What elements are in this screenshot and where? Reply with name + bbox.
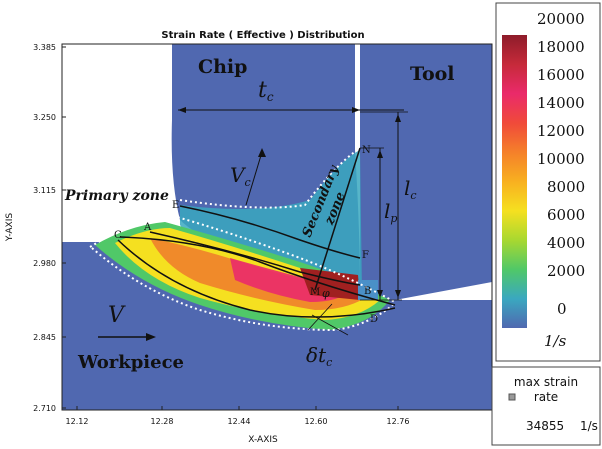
max-strain-unit: 1/s xyxy=(580,419,598,433)
chip-label: Chip xyxy=(198,56,247,78)
plot-title: Strain Rate ( Effective ) Distribution xyxy=(161,30,364,41)
x-axis-label: X-AXIS xyxy=(248,435,278,445)
y-tick-label: 2.845 xyxy=(33,333,56,342)
colorbar-label: 12000 xyxy=(537,122,585,140)
tc-symbol: tc xyxy=(258,78,274,104)
y-axis: 3.385 3.250 3.115 2.980 2.845 2.710 Y-AX… xyxy=(5,43,66,413)
x-tick-label: 12.12 xyxy=(66,417,89,426)
x-tick-label: 12.76 xyxy=(387,417,410,426)
colorbar-label: 16000 xyxy=(537,66,585,84)
x-tick-label: 12.44 xyxy=(228,417,251,426)
y-tick-label: 3.385 xyxy=(33,43,56,52)
max-strain-title: max strain xyxy=(514,375,578,389)
lp-symbol: lp xyxy=(384,199,397,225)
contour-plot xyxy=(62,44,492,410)
x-tick-label: 12.28 xyxy=(151,417,174,426)
phi-symbol: φ xyxy=(322,287,330,300)
point-m: M xyxy=(310,287,320,298)
point-c: C xyxy=(114,230,122,241)
tool-label: Tool xyxy=(410,63,455,85)
y-tick-label: 3.250 xyxy=(33,113,56,122)
vc-symbol: Vc xyxy=(230,163,251,189)
point-b: B xyxy=(364,286,371,297)
colorbar-unit: 1/s xyxy=(544,332,567,350)
point-n: N xyxy=(362,145,371,156)
y-axis-label: Y-AXIS xyxy=(5,213,15,242)
colorbar-label: 8000 xyxy=(547,178,585,196)
x-axis: 12.12 12.28 12.44 12.60 12.76 X-AXIS xyxy=(66,406,410,445)
colorbar-label: 20000 xyxy=(537,10,585,28)
point-f: F xyxy=(362,250,369,261)
point-a: A xyxy=(143,222,152,233)
colorbar-label: 0 xyxy=(557,300,567,318)
y-tick-label: 3.115 xyxy=(33,186,56,195)
colorbar-label: 18000 xyxy=(537,38,585,56)
primary-zone-label: Primary zone xyxy=(64,188,169,204)
plot-frame xyxy=(61,43,493,411)
v-symbol: V xyxy=(108,303,126,328)
x-tick-label: 12.60 xyxy=(305,417,328,426)
max-strain-title-2: rate xyxy=(534,390,558,404)
max-marker-icon xyxy=(508,393,516,401)
colorbar-label: 4000 xyxy=(547,234,585,252)
colorbar-label: 10000 xyxy=(537,150,585,168)
colorbar xyxy=(502,35,527,328)
max-strain-value: 34855 xyxy=(526,419,564,433)
dtc-symbol: δtc xyxy=(306,343,332,369)
y-tick-label: 2.980 xyxy=(33,259,56,268)
colorbar-label: 14000 xyxy=(537,94,585,112)
point-e: E xyxy=(172,200,179,211)
y-tick-label: 2.710 xyxy=(33,404,56,413)
workpiece-label: Workpiece xyxy=(77,352,184,373)
lc-symbol: lc xyxy=(404,176,417,202)
max-strain-box xyxy=(491,366,601,446)
colorbar-labels: 20000 18000 16000 14000 12000 10000 8000… xyxy=(537,10,585,350)
colorbar-label: 2000 xyxy=(547,262,585,280)
colorbar-label: 6000 xyxy=(547,206,585,224)
point-d: D xyxy=(370,314,378,325)
